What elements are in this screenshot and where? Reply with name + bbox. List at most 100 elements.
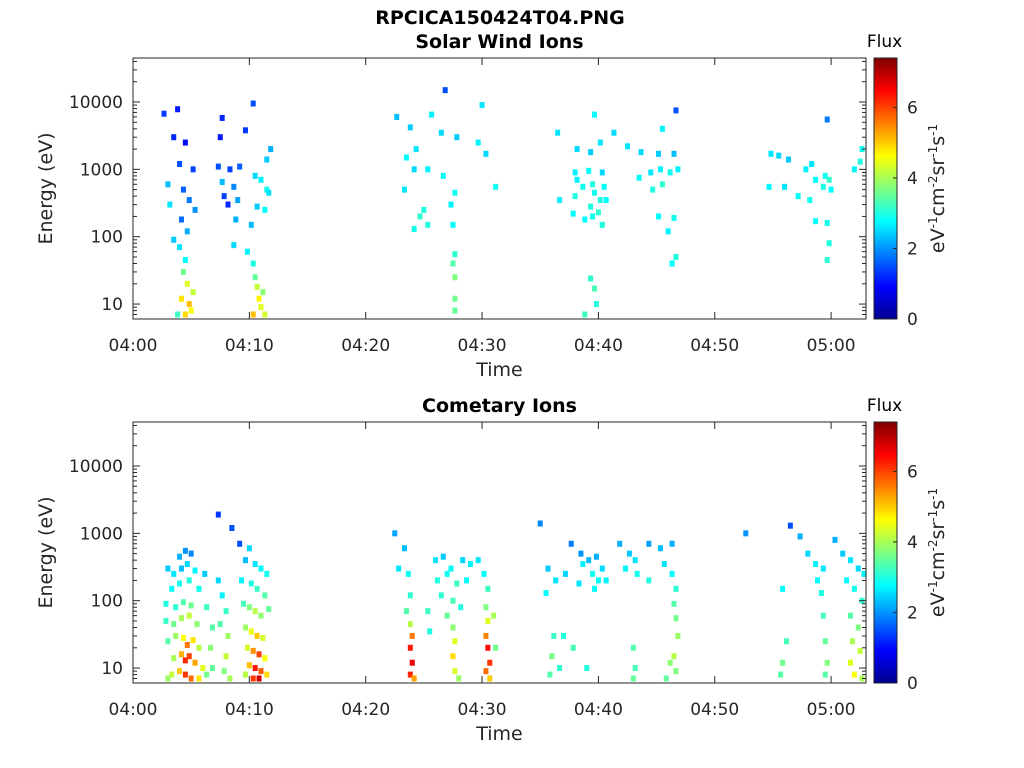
data-cell bbox=[262, 206, 268, 213]
data-cell bbox=[553, 577, 559, 584]
data-cell bbox=[177, 553, 183, 560]
colorbar bbox=[873, 421, 898, 684]
data-cell bbox=[438, 129, 444, 136]
data-cell bbox=[448, 201, 454, 208]
data-cell bbox=[188, 550, 194, 557]
data-cell bbox=[638, 149, 644, 156]
data-cell bbox=[171, 236, 177, 243]
data-cell bbox=[223, 653, 229, 660]
data-cell bbox=[665, 228, 671, 235]
data-cell bbox=[184, 641, 190, 648]
data-cell bbox=[262, 592, 268, 599]
data-cell bbox=[196, 675, 202, 682]
data-cells bbox=[163, 511, 867, 682]
data-cell bbox=[188, 307, 194, 314]
data-cell bbox=[252, 665, 258, 672]
data-cell bbox=[169, 671, 175, 678]
data-cell bbox=[778, 671, 784, 678]
data-cell bbox=[861, 570, 867, 577]
y-tick-label: 10 bbox=[101, 659, 123, 679]
data-cell bbox=[574, 176, 580, 183]
data-cell bbox=[444, 612, 450, 619]
data-cell bbox=[169, 585, 175, 592]
data-cell bbox=[663, 675, 669, 682]
data-cell bbox=[266, 606, 272, 613]
data-cell bbox=[409, 659, 415, 666]
data-cell bbox=[783, 638, 789, 645]
data-cell bbox=[246, 604, 252, 611]
data-cell bbox=[671, 600, 677, 607]
data-cell bbox=[440, 172, 446, 179]
data-cell bbox=[177, 668, 183, 675]
data-cell bbox=[448, 565, 454, 572]
data-cell bbox=[611, 129, 617, 136]
data-cell bbox=[568, 540, 574, 547]
x-tick-label: 04:30 bbox=[458, 336, 507, 356]
data-cell bbox=[813, 218, 819, 225]
data-cell bbox=[450, 221, 456, 228]
colorbar-tick-label: 0 bbox=[907, 310, 918, 330]
data-cell bbox=[584, 665, 590, 672]
colorbar-tick-label: 4 bbox=[907, 533, 918, 553]
data-cell bbox=[425, 608, 431, 615]
data-cell bbox=[588, 275, 594, 282]
data-cell bbox=[673, 107, 679, 114]
figure-title: RPCICA150424T04.PNG bbox=[375, 7, 625, 29]
data-cell bbox=[254, 203, 260, 210]
data-cell bbox=[824, 116, 830, 123]
x-tick-label: 04:00 bbox=[109, 336, 158, 356]
data-cell bbox=[797, 533, 803, 540]
data-cell bbox=[246, 545, 252, 552]
y-tick-label: 10000 bbox=[69, 457, 123, 477]
data-cell bbox=[210, 624, 216, 631]
data-cell bbox=[624, 143, 630, 150]
data-cell bbox=[256, 651, 262, 658]
data-cell bbox=[855, 565, 861, 572]
data-cell bbox=[452, 668, 458, 675]
data-cell bbox=[242, 671, 248, 678]
data-cell bbox=[597, 197, 603, 204]
data-cell bbox=[252, 561, 258, 568]
plot-frame bbox=[132, 421, 867, 684]
data-cell bbox=[485, 644, 491, 651]
data-cell bbox=[805, 550, 811, 557]
data-cell bbox=[844, 577, 850, 584]
data-cell bbox=[173, 604, 179, 611]
data-cell bbox=[780, 585, 786, 592]
data-cell bbox=[161, 110, 167, 117]
cometary-ions-panel: Cometary Ions 10 100 1000 10000 04:00 04:10 04:… bbox=[35, 395, 949, 745]
data-cell bbox=[192, 206, 198, 213]
data-cell bbox=[239, 577, 245, 584]
data-cell bbox=[669, 260, 675, 267]
data-cell bbox=[603, 197, 609, 204]
data-cell bbox=[250, 647, 256, 654]
data-cell bbox=[632, 665, 638, 672]
data-cell bbox=[599, 221, 605, 228]
data-cell bbox=[219, 178, 225, 185]
x-tick-label: 04:50 bbox=[690, 700, 739, 720]
colorbar bbox=[873, 57, 898, 320]
data-cell bbox=[483, 632, 489, 639]
data-cell bbox=[392, 530, 398, 537]
data-cell bbox=[178, 615, 184, 622]
data-cell bbox=[549, 653, 555, 660]
data-cell bbox=[258, 565, 264, 572]
data-cell bbox=[547, 671, 553, 678]
data-cell bbox=[452, 251, 458, 258]
x-axis-label: Time bbox=[475, 723, 523, 745]
data-cell bbox=[646, 577, 652, 584]
x-axis-label: Time bbox=[475, 359, 523, 381]
data-cell bbox=[223, 608, 229, 615]
data-cell bbox=[167, 201, 173, 208]
data-cell bbox=[204, 604, 210, 611]
data-cell bbox=[184, 561, 190, 568]
data-cell bbox=[409, 632, 415, 639]
x-tick-label: 05:00 bbox=[807, 700, 856, 720]
data-cell bbox=[452, 189, 458, 196]
colorbar-label: eV-1cm-2sr-1s-1 bbox=[926, 488, 949, 617]
data-cell bbox=[438, 592, 444, 599]
data-cell bbox=[450, 597, 456, 604]
data-cell bbox=[667, 659, 673, 666]
data-cell bbox=[822, 638, 828, 645]
